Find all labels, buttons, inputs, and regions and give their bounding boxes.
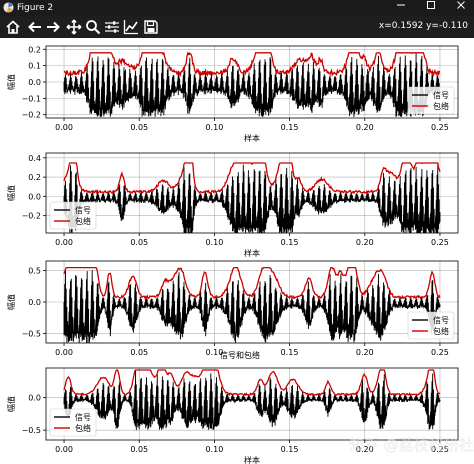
x-tick-label: 0.00: [55, 123, 73, 132]
configure-subplots-icon[interactable]: [104, 19, 120, 35]
envelope-line: [63, 266, 441, 300]
y-axis-label: 幅值: [6, 396, 16, 412]
y-tick-label: 0.0: [28, 298, 41, 307]
x-tick-label: 0.05: [130, 123, 148, 132]
y-tick-label: 0.1: [28, 62, 41, 71]
x-tick-label: 0.20: [356, 348, 374, 357]
x-tick-label: 0.10: [206, 238, 224, 247]
x-tick-label: 0.00: [55, 445, 73, 454]
x-tick-label: 0.00: [55, 238, 73, 247]
x-tick-label: 0.15: [281, 348, 299, 357]
minimize-icon: [397, 4, 405, 6]
y-tick-label: −0.2: [22, 111, 41, 120]
subplot-2: 0.00 0.05 0.10 0.15 0.20 0.25 −0.2 0.0 0.2 0.4 样本 幅…: [6, 152, 459, 258]
x-axis-label: 样本: [244, 248, 260, 258]
x-tick-label: 0.25: [431, 238, 449, 247]
y-axis-label: 幅值: [6, 185, 16, 201]
x-tick-label: 0.25: [431, 123, 449, 132]
envelope-line: [63, 162, 441, 195]
legend-label: 信号: [433, 315, 449, 325]
legend-label: 信号: [433, 90, 449, 100]
axes-frame: [45, 367, 459, 441]
signal-line: [63, 163, 441, 233]
legend-box: [49, 408, 97, 437]
close-icon: [457, 1, 465, 9]
pan-icon[interactable]: [66, 19, 82, 35]
legend-label: 信号: [75, 412, 91, 422]
y-tick-label: 0.2: [28, 173, 41, 182]
window-titlebar: Figure 2: [0, 0, 474, 16]
navigation-toolbar: [0, 16, 474, 38]
x-tick-label: 0.10: [206, 445, 224, 454]
figure-suptitle: 信号和包络: [220, 350, 260, 360]
legend-box: [49, 201, 97, 230]
figure-background: [0, 38, 474, 464]
x-tick-label: 0.15: [281, 123, 299, 132]
x-tick-label: 0.00: [55, 348, 73, 357]
y-tick-label: −0.5: [22, 426, 41, 435]
legend-label: 包络: [75, 423, 91, 433]
save-icon[interactable]: [143, 19, 159, 35]
x-tick-label: 0.05: [130, 348, 148, 357]
axes-frame: [45, 152, 459, 234]
y-axis-label: 幅值: [6, 74, 16, 90]
y-tick-label: −0.2: [22, 212, 41, 221]
x-tick-label: 0.15: [281, 445, 299, 454]
minimize-button[interactable]: [390, 0, 412, 16]
x-tick-label: 0.20: [356, 123, 374, 132]
x-tick-label: 0.25: [431, 348, 449, 357]
maximize-button[interactable]: [420, 0, 442, 16]
x-tick-label: 0.10: [206, 348, 224, 357]
x-axis-label: 样本: [244, 133, 260, 143]
legend-label: 信号: [75, 205, 91, 215]
x-tick-label: 0.20: [356, 238, 374, 247]
x-axis-label: 样本: [244, 455, 260, 464]
window-title: Figure 2: [17, 3, 54, 13]
forward-arrow-icon[interactable]: [45, 19, 61, 35]
envelope-line: [63, 369, 441, 397]
y-axis-label: 幅值: [6, 294, 16, 310]
home-icon[interactable]: [5, 19, 21, 35]
x-tick-label: 0.20: [356, 445, 374, 454]
x-tick-label: 0.05: [130, 445, 148, 454]
cursor-coordinates: x=0.1592 y=-0.110: [378, 21, 468, 31]
y-tick-label: 0.2: [28, 45, 41, 54]
legend-box: [407, 86, 455, 115]
legend-label: 包络: [75, 216, 91, 226]
subplots: 0.00 0.05 0.10 0.15 0.20 0.25 −0.2 −0.1 0.0 0.1 0.…: [6, 45, 459, 464]
signal-line: [63, 370, 441, 431]
y-tick-label: 0.0: [28, 78, 41, 87]
back-arrow-icon[interactable]: [27, 19, 43, 35]
x-tick-label: 0.10: [206, 123, 224, 132]
signal-line: [63, 269, 441, 343]
y-tick-label: −0.5: [22, 330, 41, 339]
signal-line: [63, 53, 441, 118]
x-tick-label: 0.15: [281, 238, 299, 247]
legend-label: 包络: [433, 326, 449, 336]
watermark: 知乎 @荔枝科研社: [349, 436, 474, 454]
x-tick-label: 0.05: [130, 238, 148, 247]
x-tick-label: 0.25: [431, 445, 449, 454]
edit-axes-icon[interactable]: [123, 19, 139, 35]
figure-canvas[interactable]: 信号和包络 0.00 0.05 0.10 0.15 0.20 0.25−0.2−0.10.…: [0, 38, 474, 464]
y-tick-label: 0.0: [28, 192, 41, 201]
y-tick-label: 0.4: [28, 154, 41, 163]
y-tick-label: 0.0: [28, 393, 41, 402]
envelope-line: [63, 51, 441, 78]
y-tick-label: 0.5: [28, 266, 41, 275]
y-tick-label: −0.1: [22, 94, 41, 103]
matplotlib-logo-icon: [3, 2, 14, 13]
maximize-icon: [427, 1, 435, 9]
zoom-icon[interactable]: [85, 19, 101, 35]
close-button[interactable]: [450, 0, 472, 16]
subplot-1: 0.00 0.05 0.10 0.15 0.20 0.25 −0.2 −0.1 0.0 0.1 0.…: [6, 45, 459, 143]
legend-label: 包络: [433, 101, 449, 111]
legend-box: [407, 311, 455, 340]
